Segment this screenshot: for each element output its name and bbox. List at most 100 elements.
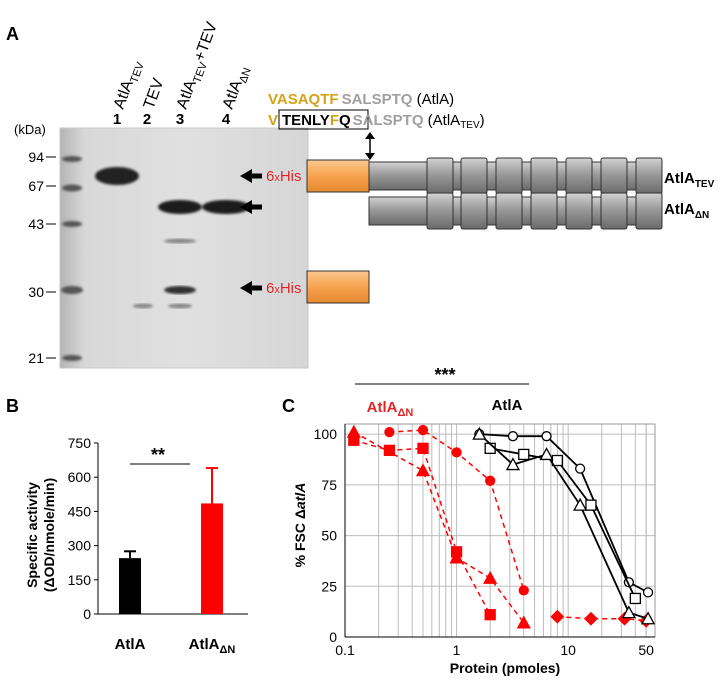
c-significance: *** [434,365,455,385]
atla-dn-construct [368,192,663,230]
line-chart: 0 25 50 75 100 0.1 1 10 50 AtlAΔN AtlA *** [314,365,656,658]
data-point [573,497,588,511]
lane-number: 1 [113,111,121,128]
construct-schematic: AtlATEV AtlAΔN [306,157,715,304]
repeat-domain [530,192,558,230]
data-point [449,550,464,564]
data-point [483,570,498,584]
category-label: AtlAΔN [189,636,236,656]
data-point [640,611,656,625]
group-label-dn: AtlAΔN [367,399,414,419]
construct-label-dn: AtlAΔN [664,201,709,221]
data-point [551,454,564,467]
c-ylabel: % FSC ΔatlA [292,483,308,568]
data-point [507,431,519,442]
gel-image [59,127,309,369]
b-ylabel-2: (ΔOD/nmole/min) [41,478,57,592]
data-point [346,424,361,438]
repeat-domain [460,192,488,230]
atla-tev-construct [368,157,663,195]
data-point [518,585,529,596]
repeat-domain [565,157,593,195]
data-point [451,447,462,458]
c-ytick-label: 25 [321,578,337,594]
lane-number: 3 [176,111,184,128]
c-xtick-label: 10 [560,642,576,658]
marker-label: 30 [28,284,44,300]
repeat-domain [426,157,454,195]
panel-label-a: A [6,24,19,44]
construct-label-tev: AtlATEV [664,170,715,190]
data-point [621,605,636,619]
repeat-domain [600,192,628,230]
data-point [516,615,531,629]
c-ytick-label: 75 [321,477,337,493]
lane-name: TEV [141,76,168,111]
repeat-domain [600,157,628,195]
cleaved-his-box [306,270,370,304]
data-point [505,457,521,471]
data-point [539,447,554,461]
data-point [417,424,429,436]
lane-name: AtlATEV+TEV [174,20,224,113]
b-tick-label: 300 [68,538,92,554]
data-point [383,444,396,457]
c-ytick-label: 100 [314,426,338,442]
his-tag-label: 6xHis [266,280,302,297]
data-point [574,463,586,474]
b-tick-label: 150 [68,572,92,588]
seq2-text: V TENLYFQ SALSPTQ (AtlATEV) [268,112,485,131]
data-point [629,592,642,605]
b-tick-label: 750 [68,435,92,451]
kda-label: (kDa) [14,122,46,137]
seq1-text: VASAQTF SALSPTQ (AtlA) [268,91,454,108]
b-tick-label: 0 [83,606,91,622]
data-point [484,609,496,621]
gel-arrows: 6xHis 6xHis [240,168,302,297]
data-point [415,463,431,477]
marker-labels: 94 67 43 30 21 [28,149,56,366]
repeat-domain [495,192,523,230]
marker-label: 21 [28,350,44,366]
data-point [642,587,654,598]
marker-label: 43 [28,216,44,232]
data-point [472,426,487,440]
repeat-domain [565,192,593,230]
data-point [518,448,530,461]
bar-chart: 0 150 300 450 600 750 AtlA AtlAΔN ** [68,435,248,656]
lane-name: AtlAΔN [220,64,254,113]
repeat-domain [460,157,488,195]
repeat-domain [426,192,454,230]
b-tick-label: 450 [68,503,92,519]
repeat-domain [495,157,523,195]
his-domain-box [306,159,370,193]
panel-label-b: B [6,396,19,416]
data-point [584,611,598,626]
repeat-domain [635,157,663,195]
tev-site-box [278,109,369,130]
c-ytick-label: 0 [329,629,337,645]
data-point [384,426,395,438]
his-tag-label: 6xHis [266,168,302,185]
b-ylabel-1: Specific activity [24,482,40,588]
data-point [585,499,597,511]
group-label-atla: AtlA [492,397,523,414]
lane-number: 2 [143,111,151,128]
data-point [485,475,496,486]
sequence-block: VASAQTF SALSPTQ (AtlA) V TENLYFQ SALSPTQ (A… [268,91,485,160]
c-xtick-label: 50 [638,642,654,658]
b-significance: ** [151,445,165,465]
c-xtick-label: 1 [453,642,461,658]
marker-label: 94 [28,149,44,165]
repeat-domain [530,157,558,195]
bar [119,558,141,614]
c-xlabel: Protein (pmoles) [450,660,560,676]
data-point [541,431,552,442]
category-label: AtlA [115,636,146,653]
c-ytick-label: 50 [321,528,337,544]
bar [201,503,223,614]
lane-number: 4 [222,111,231,128]
